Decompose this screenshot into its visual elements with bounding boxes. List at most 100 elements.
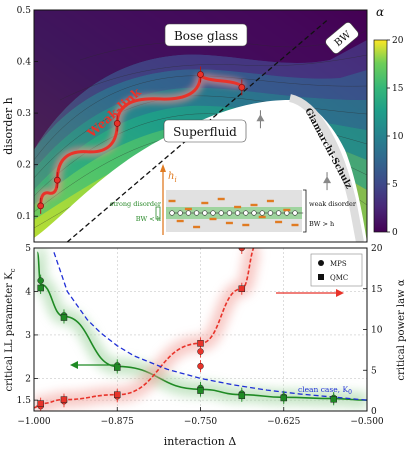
inset-site	[259, 210, 265, 216]
x-tick-label: −0.625	[267, 417, 301, 427]
superfluid-label: Superfluid	[173, 125, 237, 139]
clean-case-line	[53, 252, 367, 401]
weak-link-point	[113, 120, 121, 127]
inset-disorder-bar	[275, 220, 283, 224]
data-point-square	[37, 400, 44, 407]
inset-weak-cond: BW > h	[309, 220, 334, 228]
colorbar-label: α	[376, 5, 384, 19]
inset-strong-cond: BW < h	[136, 215, 161, 223]
left-y-tick-label: 5	[25, 244, 31, 254]
inset-disorder-bar	[258, 215, 266, 219]
clean-case-label: clean case, K0	[298, 385, 352, 396]
left-y-tick-label: 2	[25, 374, 31, 384]
inset-site	[177, 210, 183, 216]
data-point-square	[197, 340, 204, 347]
inset-disorder-bar	[234, 205, 242, 209]
kc-axis-arrow	[70, 361, 118, 369]
inset-disorder-bar	[168, 199, 176, 203]
data-point-square	[60, 314, 68, 321]
weak-link-point	[197, 71, 204, 78]
inset-site	[276, 210, 282, 216]
inset-disorder-bars	[168, 197, 299, 229]
top-y-tick-label: 0.1	[17, 212, 31, 222]
heatmap-band	[34, 10, 367, 150]
inset-site	[194, 210, 200, 216]
inset-disorder-bar	[201, 201, 209, 205]
giamarchi-marker	[256, 114, 265, 122]
inset-disorder-bar	[266, 199, 274, 203]
inset-hi-label: hi	[168, 171, 177, 184]
bottom-left-ylabel: critical LL parameter Kc	[4, 268, 17, 391]
left-y-tick-label: 4	[25, 287, 31, 297]
bw-label-group: BW	[325, 22, 359, 54]
inset-disorder-bar	[283, 208, 291, 212]
right-y-tick-label: 5	[371, 366, 377, 376]
phase-diagram-panel: Bose glass Superfluid BW Weak-link Giama…	[2, 5, 404, 243]
data-point-circle	[197, 362, 204, 370]
legend-box	[310, 253, 363, 287]
left-y-tick-label: 1.5	[17, 396, 32, 406]
superfluid-box	[163, 119, 247, 143]
colorbar-tick-label: 15	[392, 84, 404, 94]
top-ylabel: disorder h	[2, 97, 15, 154]
colorbar-tick-label: 20	[392, 36, 404, 46]
data-point-square	[238, 285, 246, 292]
data-point-square	[60, 396, 68, 403]
kc-fit-line	[36, 251, 367, 401]
giamarchi-marker	[323, 176, 332, 184]
weak-link-point	[238, 83, 246, 91]
bose-glass-label: Bose glass	[174, 29, 238, 43]
heatmap-band	[34, 40, 367, 150]
top-y-tick-label: 0.4	[17, 58, 32, 68]
giamarchi-schulz-line	[288, 94, 364, 242]
inset-hi-arrow	[160, 164, 166, 172]
x-tick-label: −1.000	[17, 417, 51, 427]
right-y-tick-label: 0	[371, 407, 377, 417]
right-y-tick-label: 20	[371, 244, 383, 254]
inset-disorder-bar	[250, 203, 258, 207]
bottom-xlabel: interaction Δ	[164, 435, 237, 448]
data-point-square	[330, 396, 337, 403]
inset-site	[292, 210, 298, 216]
inset-disorder-bar	[184, 207, 192, 211]
data-point-square	[37, 284, 44, 292]
inset-site	[251, 210, 257, 216]
inset-site	[210, 210, 216, 216]
weak-link-point	[37, 202, 45, 210]
data-point-circle	[238, 248, 246, 252]
data-point-square	[114, 391, 121, 398]
top-y-tick-label: 0.3	[17, 109, 32, 119]
colorbar-tick-label: 10	[392, 132, 404, 142]
giamarchi-schulz-markers	[256, 110, 332, 191]
inset-strong-disorder: strong disorder	[110, 200, 162, 208]
colorbar-ticks: 0 5 10 15 20	[387, 36, 404, 238]
inset-disorder-bar	[209, 217, 217, 221]
inset-disorder-bar	[193, 225, 201, 229]
legend-mps-label: MPS	[330, 260, 347, 268]
data-point-square	[280, 394, 287, 402]
inset-disorder-bar	[291, 223, 299, 227]
inset-site	[267, 210, 274, 216]
bottom-right-ylabel: critical power law α	[396, 279, 407, 380]
weak-link-point	[53, 176, 61, 184]
top-y-tick-label: 0.2	[17, 161, 31, 171]
inset-sites	[169, 210, 304, 216]
colorbar-tick-label: 0	[392, 228, 398, 238]
bottom-left-y-ticks: 1.5 2 3 4 5	[17, 244, 38, 406]
legend-mps-marker	[318, 260, 324, 266]
inset-disorder-bar	[242, 223, 250, 227]
colorbar	[373, 39, 388, 233]
inset-site	[202, 210, 208, 216]
data-point-circle	[197, 348, 204, 355]
inset-disorder-bar	[217, 197, 225, 201]
bottom-data-points	[37, 248, 337, 411]
inset-site	[169, 210, 175, 216]
left-y-tick-label: 3	[25, 331, 31, 341]
critical-parameters-panel: clean case, K0 MPS QMC −1.000 −0.875 −0.75…	[4, 244, 407, 448]
top-y-tick-label: 0.5	[17, 6, 32, 16]
data-point-square	[238, 392, 246, 400]
inset-disorder-bar	[176, 219, 184, 223]
inset-strong-bracket	[155, 206, 161, 220]
right-y-tick-label: 15	[371, 285, 383, 295]
